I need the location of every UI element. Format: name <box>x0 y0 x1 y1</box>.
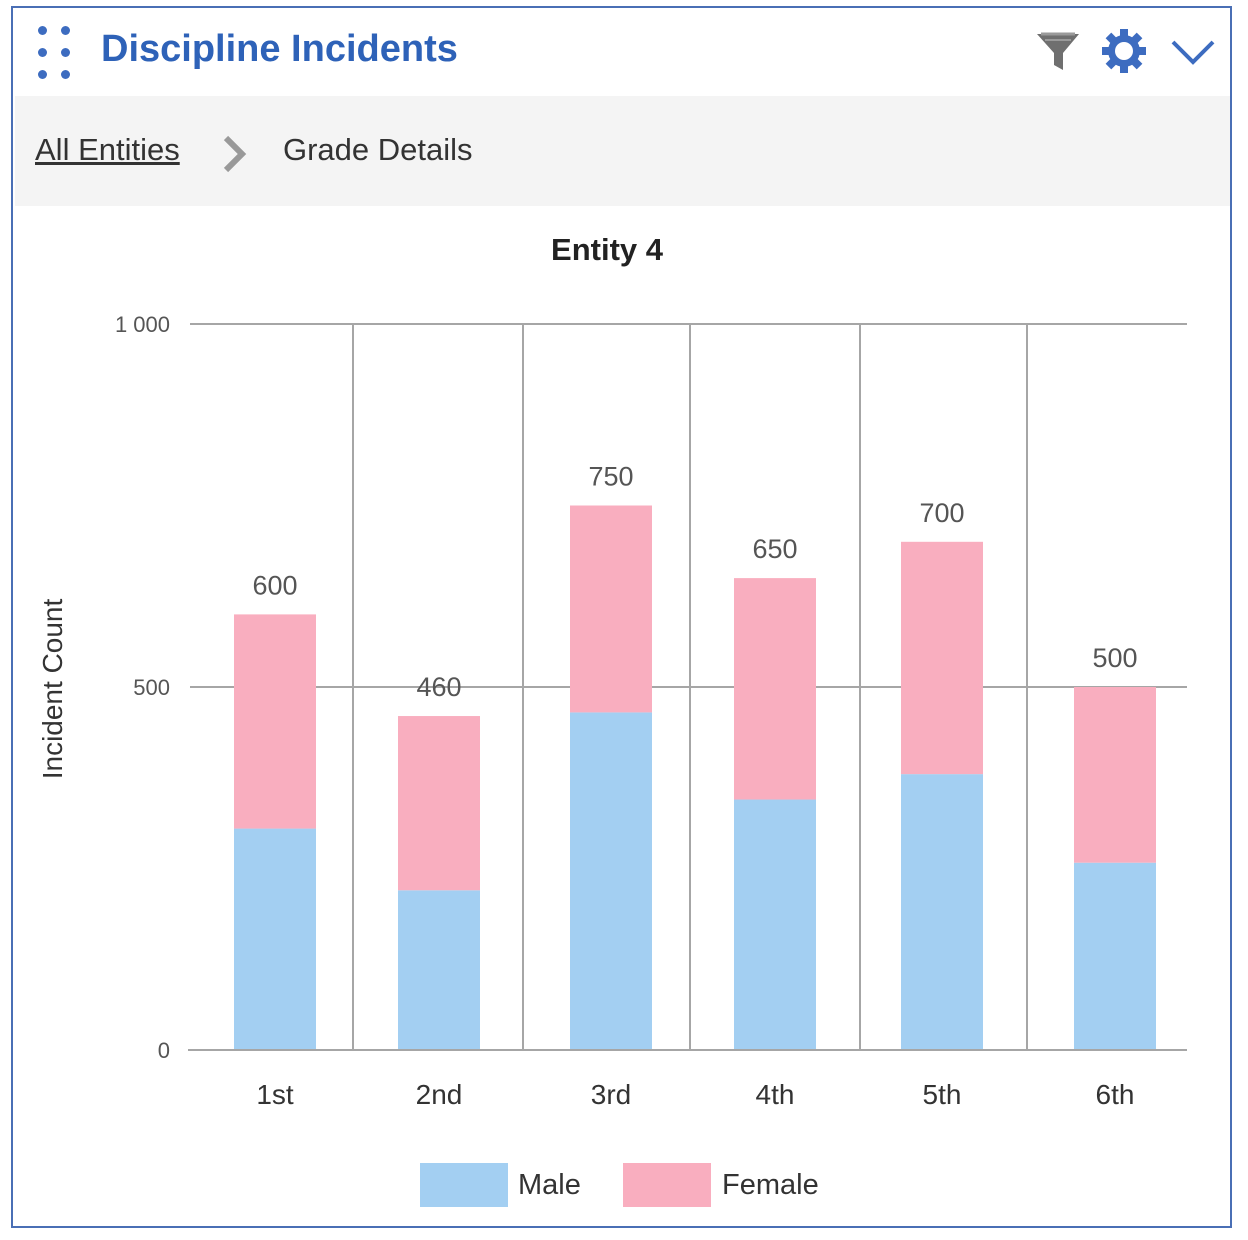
breadcrumb-current: Grade Details <box>283 132 473 167</box>
filter-icon[interactable] <box>1033 26 1083 76</box>
y-tick-label: 500 <box>133 675 170 700</box>
x-tick-label: 6th <box>1096 1079 1135 1110</box>
bar-female-4th <box>734 578 816 800</box>
y-axis-title: Incident Count <box>37 599 68 780</box>
gear-icon[interactable] <box>1099 26 1149 76</box>
bar-male-5th <box>901 774 983 1050</box>
drag-handle-icon[interactable] <box>35 24 75 82</box>
x-tick-label: 4th <box>756 1079 795 1110</box>
data-label-total: 500 <box>1092 643 1137 673</box>
panel-header: Discipline Incidents <box>13 8 1230 100</box>
chart-title: Entity 4 <box>551 232 664 267</box>
bar-male-4th <box>734 799 816 1050</box>
breadcrumb-all-entities-link[interactable]: All Entities <box>35 132 180 167</box>
x-tick-label: 5th <box>923 1079 962 1110</box>
y-tick-label: 0 <box>158 1038 170 1063</box>
legend-swatch-female <box>623 1163 711 1207</box>
legend-swatch-male <box>420 1163 508 1207</box>
breadcrumb: All Entities Grade Details <box>15 96 1230 206</box>
x-tick-label: 2nd <box>416 1079 463 1110</box>
bar-male-3rd <box>570 712 652 1050</box>
bar-male-6th <box>1074 862 1156 1050</box>
chevron-right-icon <box>220 134 250 174</box>
bar-female-1st <box>234 614 316 829</box>
bar-male-1st <box>234 828 316 1050</box>
x-tick-label: 3rd <box>591 1079 631 1110</box>
data-label-total: 460 <box>416 672 461 702</box>
x-tick-label: 1st <box>256 1079 294 1110</box>
legend-label-female: Female <box>722 1169 819 1201</box>
bar-male-2nd <box>398 890 480 1050</box>
data-label-total: 700 <box>919 498 964 528</box>
bar-female-6th <box>1074 687 1156 863</box>
data-label-total: 650 <box>752 534 797 564</box>
bar-female-2nd <box>398 716 480 891</box>
bar-female-5th <box>901 541 983 775</box>
chevron-down-icon[interactable] <box>1168 26 1218 76</box>
y-tick-label: 1 000 <box>115 312 170 337</box>
data-label-total: 600 <box>252 570 297 600</box>
bar-female-3rd <box>570 505 652 713</box>
panel-title: Discipline Incidents <box>101 28 458 70</box>
legend-label-male: Male <box>518 1169 581 1201</box>
data-label-total: 750 <box>588 462 633 492</box>
